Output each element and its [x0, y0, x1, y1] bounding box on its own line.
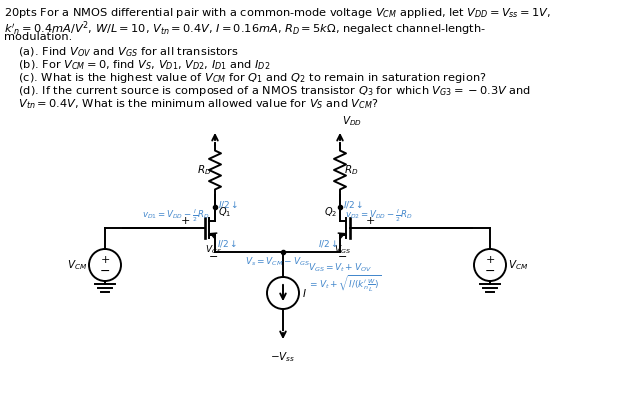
Text: $V_{GS} = V_t + V_{OV}$: $V_{GS} = V_t + V_{OV}$ [308, 262, 372, 274]
Text: +: + [365, 216, 375, 226]
Text: +: + [181, 216, 190, 226]
Text: $V_s = V_{CM} - V_{GS}$: $V_s = V_{CM} - V_{GS}$ [245, 255, 310, 267]
Text: $Q_2$: $Q_2$ [324, 205, 337, 219]
Text: $Q_1$: $Q_1$ [218, 205, 231, 219]
Text: $v_{D2} = V_{DD} - \frac{I}{2}R_D$: $v_{D2} = V_{DD} - \frac{I}{2}R_D$ [345, 208, 413, 225]
Text: $-$: $-$ [208, 250, 218, 260]
Text: (d). If the current source is composed of a NMOS transistor $Q_3$ for which $V_{: (d). If the current source is composed o… [4, 84, 531, 98]
Text: $I/2\downarrow$: $I/2\downarrow$ [343, 200, 364, 211]
Text: modulation.: modulation. [4, 32, 72, 42]
Text: $= V_t + \sqrt{I/(k_n^\prime\frac{W}{L})}$: $= V_t + \sqrt{I/(k_n^\prime\frac{W}{L})… [308, 273, 381, 293]
Text: $-V_{ss}$: $-V_{ss}$ [270, 350, 296, 364]
Text: +: + [100, 255, 109, 265]
Text: $k'_n = 0.4mA/V^2$, $W/L = 10$, $V_{tn} = 0.4V$, $I = 0.16mA$, $R_D = 5k\Omega$,: $k'_n = 0.4mA/V^2$, $W/L = 10$, $V_{tn} … [4, 19, 486, 38]
Text: (b). For $V_{CM} = 0$, find $V_S$, $V_{D1}$, $V_{D2}$, $I_{D1}$ and $I_{D2}$: (b). For $V_{CM} = 0$, find $V_S$, $V_{D… [4, 58, 270, 72]
Text: $R_D$: $R_D$ [196, 163, 211, 177]
Text: $R_D$: $R_D$ [344, 163, 359, 177]
Text: (c). What is the highest value of $V_{CM}$ for $Q_1$ and $Q_2$ to remain in satu: (c). What is the highest value of $V_{CM… [4, 71, 486, 85]
Text: −: − [485, 265, 495, 277]
Text: $V_{GS}$: $V_{GS}$ [333, 244, 350, 257]
Text: +: + [486, 255, 494, 265]
Text: $I/2\downarrow$: $I/2\downarrow$ [217, 238, 238, 249]
Text: $-$: $-$ [337, 250, 347, 260]
Text: $I$: $I$ [302, 287, 307, 299]
Text: $V_{CM}$: $V_{CM}$ [508, 258, 528, 272]
Text: 20pts For a NMOS differential pair with a common-mode voltage $V_{CM}$ applied, : 20pts For a NMOS differential pair with … [4, 6, 551, 20]
Text: $I/2\downarrow$: $I/2\downarrow$ [218, 200, 238, 211]
Text: $V_{CM}$: $V_{CM}$ [67, 258, 87, 272]
Text: $V_{tn} = 0.4V$, What is the minimum allowed value for $V_S$ and $V_{CM}$?: $V_{tn} = 0.4V$, What is the minimum all… [4, 97, 379, 111]
Text: $v_{D1} = V_{DD} - \frac{I}{2}R_D$: $v_{D1} = V_{DD} - \frac{I}{2}R_D$ [142, 208, 210, 225]
Text: −: − [100, 265, 110, 277]
Text: $V_{GS}$: $V_{GS}$ [204, 244, 221, 257]
Text: (a). Find $V_{OV}$ and $V_{GS}$ for all transistors: (a). Find $V_{OV}$ and $V_{GS}$ for all … [4, 45, 238, 59]
Text: $I/2\downarrow$: $I/2\downarrow$ [318, 238, 338, 249]
Text: $V_{DD}$: $V_{DD}$ [342, 114, 362, 128]
